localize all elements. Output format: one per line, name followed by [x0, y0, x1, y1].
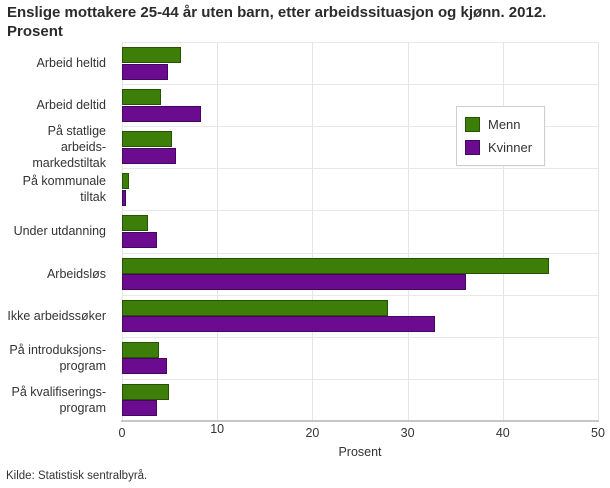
- x-axis-tick-labels: 0 10 20 30 40 50: [118, 422, 605, 442]
- plot-area: [122, 42, 599, 421]
- bar-menn: [122, 47, 182, 63]
- category-label: Arbeid deltid: [36, 98, 107, 113]
- gridline-horizontal: [122, 168, 598, 169]
- bar-menn: [122, 257, 550, 274]
- x-tick-label: 50: [591, 426, 605, 440]
- gridline-vertical: [502, 42, 504, 421]
- category-label: På statlige arbeids- markedstiltak: [32, 124, 106, 171]
- gridline-vertical: [598, 42, 599, 421]
- chart-title: Enslige mottakere 25-44 år uten barn, et…: [7, 3, 607, 41]
- legend-label: Kvinner: [488, 140, 533, 155]
- x-axis-title: Prosent: [338, 445, 382, 459]
- bar-kvinner: [122, 316, 436, 333]
- bar-kvinner: [122, 274, 466, 291]
- gridline-vertical: [217, 42, 219, 421]
- chart-title-line2: Prosent: [7, 23, 63, 40]
- gridline-horizontal: [122, 379, 598, 380]
- bar-kvinner: [122, 232, 158, 249]
- bar-menn: [122, 299, 388, 316]
- bar-menn: [122, 89, 162, 106]
- bar-kvinner: [122, 105, 202, 122]
- category-label: Ikke arbeidssøker: [7, 308, 106, 323]
- bar-kvinner: [122, 189, 126, 206]
- bar-menn: [122, 215, 148, 232]
- legend-item-menn[interactable]: Menn: [465, 113, 532, 136]
- bar-kvinner: [122, 63, 168, 80]
- gridline-vertical: [407, 42, 409, 421]
- bar-kvinner: [122, 400, 158, 417]
- legend-swatch-icon: [465, 140, 480, 155]
- category-label: På kommunale tiltak: [22, 174, 106, 205]
- bar-menn: [122, 173, 129, 190]
- gridline-horizontal: [122, 253, 598, 254]
- bar-menn: [122, 131, 172, 148]
- gridline-horizontal: [122, 126, 598, 127]
- bar-kvinner: [122, 147, 177, 164]
- gridline-horizontal: [122, 84, 598, 85]
- source-note: Kilde: Statistisk sentralbyrå.: [6, 470, 148, 482]
- x-axis-line: [121, 420, 599, 422]
- x-tick-label: 0: [118, 426, 126, 440]
- gridline-vertical: [312, 42, 314, 421]
- x-tick-label: 20: [305, 426, 320, 440]
- legend: Menn Kvinner: [456, 106, 546, 166]
- x-tick-label: 10: [210, 422, 225, 436]
- legend-item-kvinner[interactable]: Kvinner: [465, 136, 532, 159]
- gridline-vertical: [122, 42, 123, 421]
- gridline-horizontal: [122, 210, 598, 211]
- x-tick-label: 30: [400, 426, 415, 440]
- category-label: Under utdanning: [13, 224, 106, 239]
- category-label: På introduksjons- program: [9, 342, 106, 373]
- legend-swatch-icon: [465, 117, 480, 132]
- bar-menn: [122, 341, 160, 358]
- category-label: På kvalifiserings- program: [11, 384, 106, 415]
- bar-kvinner: [122, 358, 167, 375]
- bar-menn: [122, 383, 169, 400]
- x-tick-label: 40: [495, 426, 510, 440]
- category-label: Arbeidsløs: [46, 266, 106, 281]
- gridline-horizontal: [122, 295, 598, 296]
- category-axis-labels: Arbeid heltid Arbeid deltid På statlige ar…: [0, 42, 114, 421]
- chart-title-line1: Enslige mottakere 25-44 år uten barn, et…: [7, 4, 547, 21]
- category-label: Arbeid heltid: [36, 56, 107, 71]
- gridline-horizontal: [122, 42, 598, 43]
- legend-label: Menn: [488, 117, 521, 132]
- gridline-horizontal: [122, 337, 598, 338]
